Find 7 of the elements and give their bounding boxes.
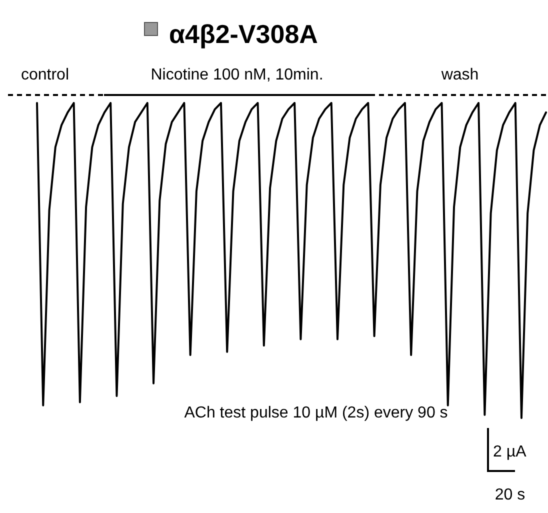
text: wash bbox=[440, 66, 479, 84]
text: 2 µA bbox=[493, 444, 527, 460]
chart-title: α4β2-V308A bbox=[169, 19, 318, 49]
text: 20 s bbox=[494, 486, 526, 504]
text: control bbox=[20, 66, 70, 84]
annotation: ACh test pulse 10 µM (2s) every 90 s bbox=[184, 404, 448, 422]
text: Nicotine 100 nM, 10min. bbox=[150, 66, 324, 84]
